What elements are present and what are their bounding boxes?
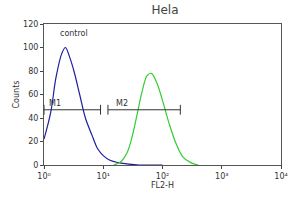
svg-text:10³: 10³ <box>215 172 228 181</box>
svg-text:0: 0 <box>33 161 38 170</box>
svg-text:20: 20 <box>28 137 38 146</box>
svg-text:60: 60 <box>28 90 38 99</box>
svg-text:10⁰: 10⁰ <box>37 172 50 181</box>
svg-text:FL2-H: FL2-H <box>151 181 174 190</box>
svg-text:M1: M1 <box>49 99 61 108</box>
svg-text:Counts: Counts <box>12 81 21 109</box>
svg-text:control: control <box>60 29 88 38</box>
svg-text:10²: 10² <box>156 172 169 181</box>
svg-text:Hela: Hela <box>151 3 178 17</box>
svg-text:10⁴: 10⁴ <box>274 172 287 181</box>
svg-text:80: 80 <box>28 67 38 76</box>
svg-text:M2: M2 <box>116 99 128 108</box>
svg-text:120: 120 <box>23 20 38 29</box>
svg-text:10¹: 10¹ <box>97 172 110 181</box>
svg-text:40: 40 <box>28 114 38 123</box>
svg-text:100: 100 <box>23 43 38 52</box>
